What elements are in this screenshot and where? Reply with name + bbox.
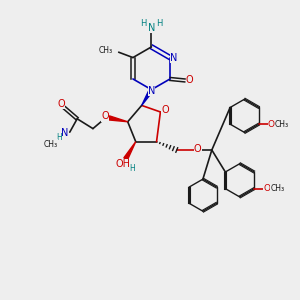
Text: H: H xyxy=(56,133,62,142)
Text: H: H xyxy=(140,19,146,28)
Text: N: N xyxy=(170,52,177,63)
Text: OH: OH xyxy=(116,159,131,169)
Text: N: N xyxy=(148,23,155,33)
Polygon shape xyxy=(142,88,153,105)
Text: CH₃: CH₃ xyxy=(270,184,284,193)
Text: O: O xyxy=(101,111,109,122)
Text: H: H xyxy=(157,19,163,28)
Text: H: H xyxy=(129,164,135,173)
Text: O: O xyxy=(161,105,169,115)
Text: O: O xyxy=(57,99,64,109)
Text: N: N xyxy=(61,128,69,138)
Polygon shape xyxy=(124,142,136,160)
Text: O: O xyxy=(186,76,194,85)
Text: CH₃: CH₃ xyxy=(99,46,113,55)
Polygon shape xyxy=(109,116,128,122)
Text: O: O xyxy=(263,184,270,193)
Text: CH₃: CH₃ xyxy=(275,120,289,129)
Text: CH₃: CH₃ xyxy=(44,140,58,148)
Text: N: N xyxy=(148,86,155,96)
Text: O: O xyxy=(268,120,275,129)
Text: O: O xyxy=(194,143,201,154)
